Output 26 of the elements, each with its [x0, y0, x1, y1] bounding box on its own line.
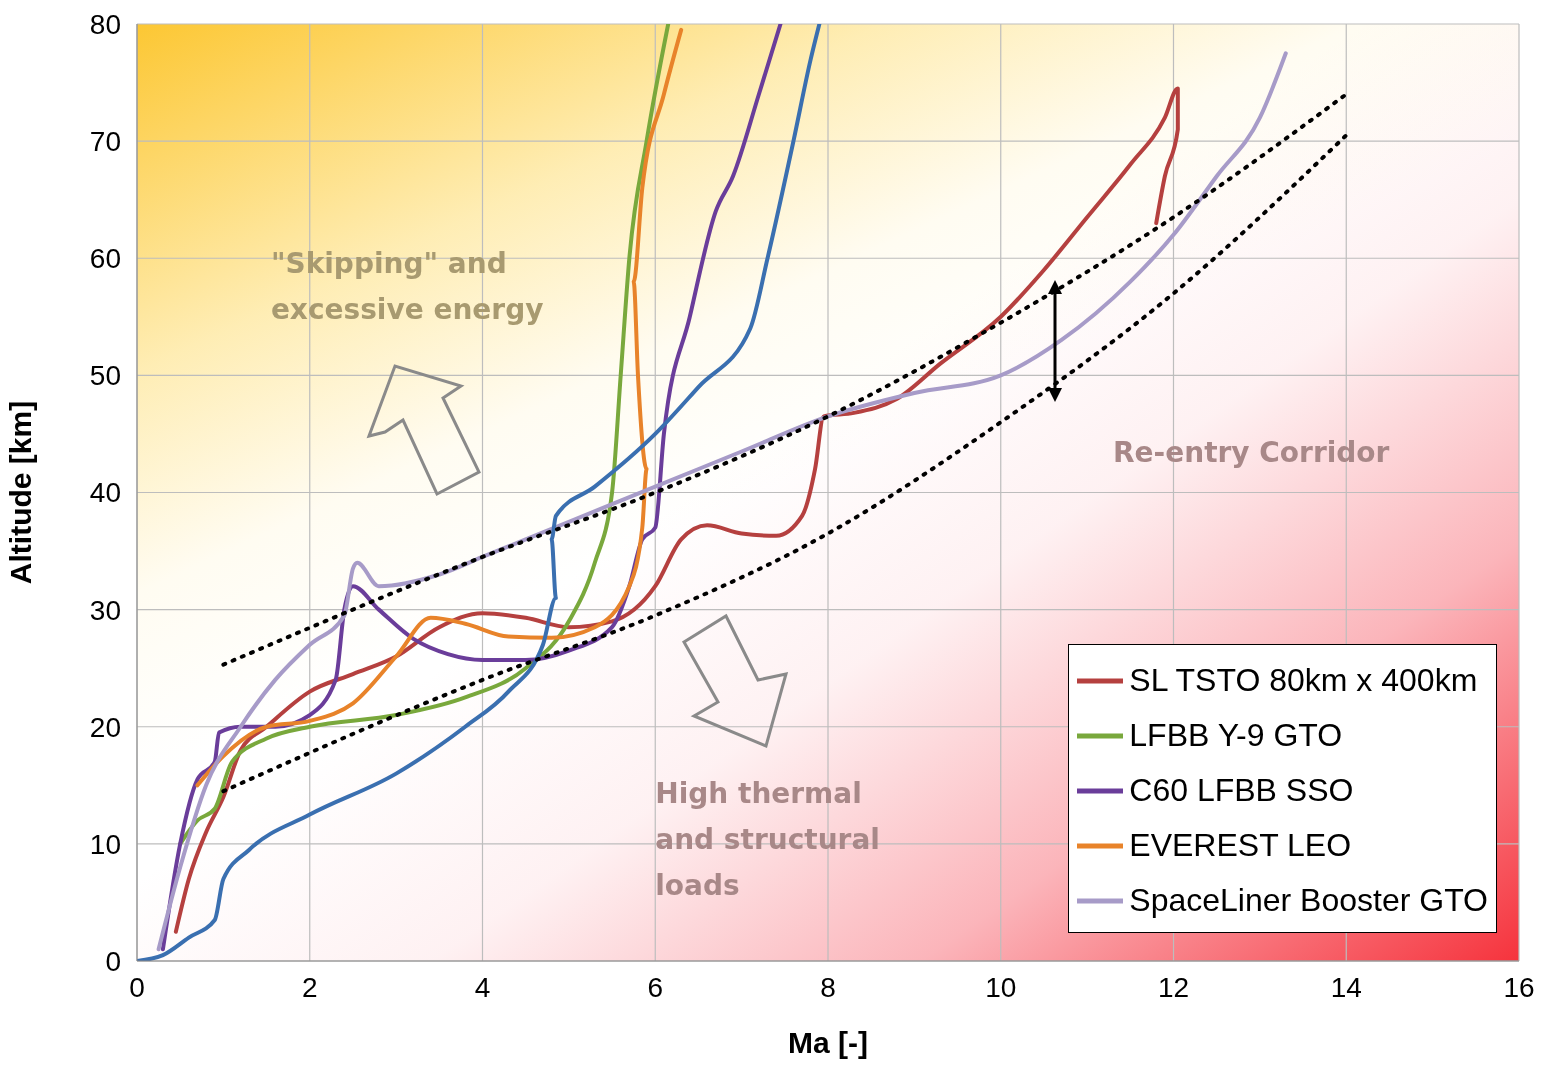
y-tick-label: 50 — [89, 360, 121, 392]
y-tick-label: 10 — [89, 828, 121, 860]
y-axis-title: Altitude [km] — [3, 400, 37, 585]
legend-label: SL TSTO 80km x 400km — [1129, 662, 1478, 699]
legend-label: EVEREST LEO — [1129, 827, 1352, 864]
x-tick-label: 2 — [301, 971, 318, 1003]
y-tick-label: 40 — [89, 477, 121, 509]
x-tick-label: 0 — [129, 971, 145, 1003]
y-tick-label: 30 — [89, 594, 121, 626]
y-tick-label: 20 — [89, 711, 121, 743]
x-tick-label: 10 — [985, 971, 1017, 1003]
x-tick-label: 14 — [1330, 971, 1362, 1003]
y-tick-label: 60 — [89, 243, 121, 275]
annotation: High thermal and structural loads — [655, 776, 881, 905]
x-tick-label: 6 — [647, 971, 664, 1003]
x-tick-label: 8 — [820, 971, 836, 1003]
x-tick-label: 12 — [1157, 971, 1190, 1003]
x-tick-label: 16 — [1503, 971, 1535, 1003]
y-tick-label: 0 — [105, 945, 121, 977]
legend-label: SpaceLiner Booster GTO — [1129, 882, 1488, 919]
y-tick-label: 70 — [89, 126, 121, 158]
legend-label: C60 LFBB SSO — [1129, 772, 1354, 809]
y-tick-label: 80 — [89, 8, 121, 40]
legend-label: LFBB Y-9 GTO — [1129, 717, 1343, 754]
x-tick-label: 4 — [474, 971, 491, 1003]
x-axis-title: Ma [-] — [788, 1026, 868, 1059]
